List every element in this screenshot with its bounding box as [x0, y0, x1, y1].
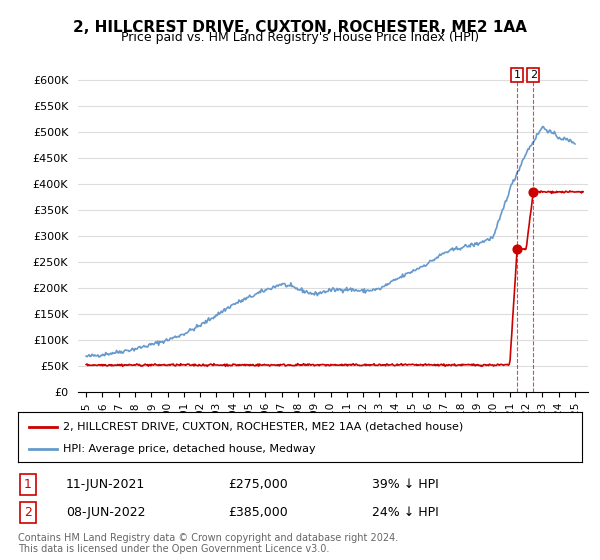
Text: £385,000: £385,000 — [228, 506, 288, 519]
Text: 39% ↓ HPI: 39% ↓ HPI — [372, 478, 439, 491]
Text: 2: 2 — [530, 70, 537, 80]
Point — [512, 245, 522, 254]
Text: 08-JUN-2022: 08-JUN-2022 — [66, 506, 146, 519]
Text: Contains HM Land Registry data © Crown copyright and database right 2024.
This d: Contains HM Land Registry data © Crown c… — [18, 533, 398, 554]
Text: 11-JUN-2021: 11-JUN-2021 — [66, 478, 145, 491]
Text: 2, HILLCREST DRIVE, CUXTON, ROCHESTER, ME2 1AA (detached house): 2, HILLCREST DRIVE, CUXTON, ROCHESTER, M… — [63, 422, 463, 432]
Text: 2: 2 — [24, 506, 32, 519]
Text: 1: 1 — [514, 70, 521, 80]
Text: 24% ↓ HPI: 24% ↓ HPI — [372, 506, 439, 519]
Point — [529, 188, 538, 197]
Text: HPI: Average price, detached house, Medway: HPI: Average price, detached house, Medw… — [63, 445, 316, 454]
Text: 1: 1 — [24, 478, 32, 491]
Text: £275,000: £275,000 — [228, 478, 288, 491]
Text: Price paid vs. HM Land Registry's House Price Index (HPI): Price paid vs. HM Land Registry's House … — [121, 31, 479, 44]
Text: 2, HILLCREST DRIVE, CUXTON, ROCHESTER, ME2 1AA: 2, HILLCREST DRIVE, CUXTON, ROCHESTER, M… — [73, 20, 527, 35]
